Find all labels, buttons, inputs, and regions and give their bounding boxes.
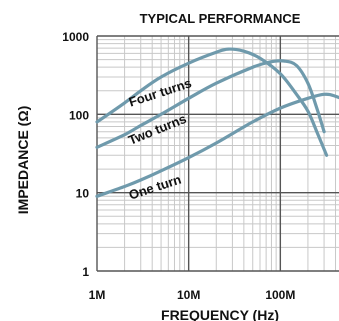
y-tick-label: 1000 xyxy=(62,30,89,44)
series-line-four-turns xyxy=(95,47,329,157)
tick-labels: 1M10M100M1G1101001000 xyxy=(62,30,295,302)
grid xyxy=(96,35,339,272)
y-axis-label: IMPEDANCE (Ω) xyxy=(15,106,31,214)
x-tick-label: 10M xyxy=(177,288,200,302)
series-line-two-turns xyxy=(95,59,326,149)
x-tick-label: 1M xyxy=(89,288,106,302)
y-tick-label: 1 xyxy=(82,265,89,279)
plot-area xyxy=(97,36,339,271)
chart-title: TYPICAL PERFORMANCE xyxy=(140,11,301,26)
y-tick-label: 10 xyxy=(76,187,90,201)
x-tick-label: 100M xyxy=(265,288,295,302)
x-axis-label: FREQUENCY (Hz) xyxy=(161,307,279,321)
curves xyxy=(95,47,339,198)
series-line-one-turn xyxy=(95,92,339,198)
y-tick-label: 100 xyxy=(69,108,89,122)
